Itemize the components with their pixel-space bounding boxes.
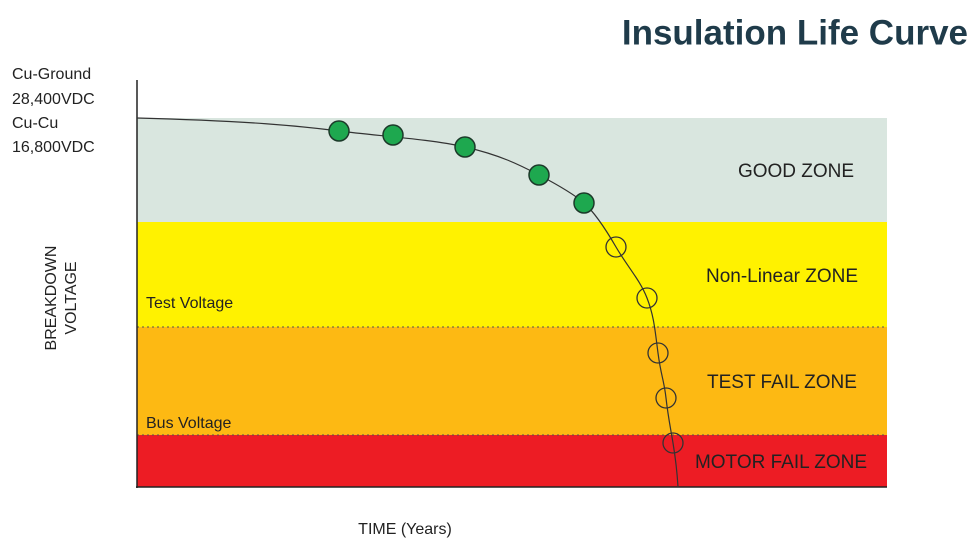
- voltage-note: 28,400VDC: [12, 91, 95, 108]
- reference-label: Bus Voltage: [146, 415, 232, 432]
- zone-label: Non-Linear ZONE: [706, 266, 858, 287]
- good-zone: [137, 118, 887, 222]
- degraded-points: [605, 236, 684, 454]
- motor-fail-zone: [137, 435, 887, 487]
- zone-label: GOOD ZONE: [738, 161, 854, 182]
- point: [328, 120, 350, 142]
- voltage-note: 16,800VDC: [12, 139, 95, 156]
- good-points: [328, 120, 595, 214]
- test-fail-zone: [137, 327, 887, 435]
- reference-label: Test Voltage: [146, 295, 233, 312]
- y-axis-label: VOLTAGE: [63, 261, 80, 334]
- point: [528, 164, 550, 186]
- point: [454, 136, 476, 158]
- point: [662, 432, 684, 454]
- point: [382, 124, 404, 146]
- zone-label: MOTOR FAIL ZONE: [695, 452, 867, 473]
- non-linear-zone: [137, 222, 887, 327]
- point: [573, 192, 595, 214]
- zone-label: TEST FAIL ZONE: [707, 372, 857, 393]
- point: [647, 342, 669, 364]
- voltage-note: Cu-Cu: [12, 115, 58, 132]
- point: [636, 287, 658, 309]
- point: [605, 236, 627, 258]
- point: [655, 387, 677, 409]
- x-axis-label: TIME (Years): [358, 521, 452, 538]
- title: Insulation Life Curve: [622, 13, 968, 52]
- y-axis-label: BREAKDOWN: [43, 246, 60, 351]
- voltage-note: Cu-Ground: [12, 66, 91, 83]
